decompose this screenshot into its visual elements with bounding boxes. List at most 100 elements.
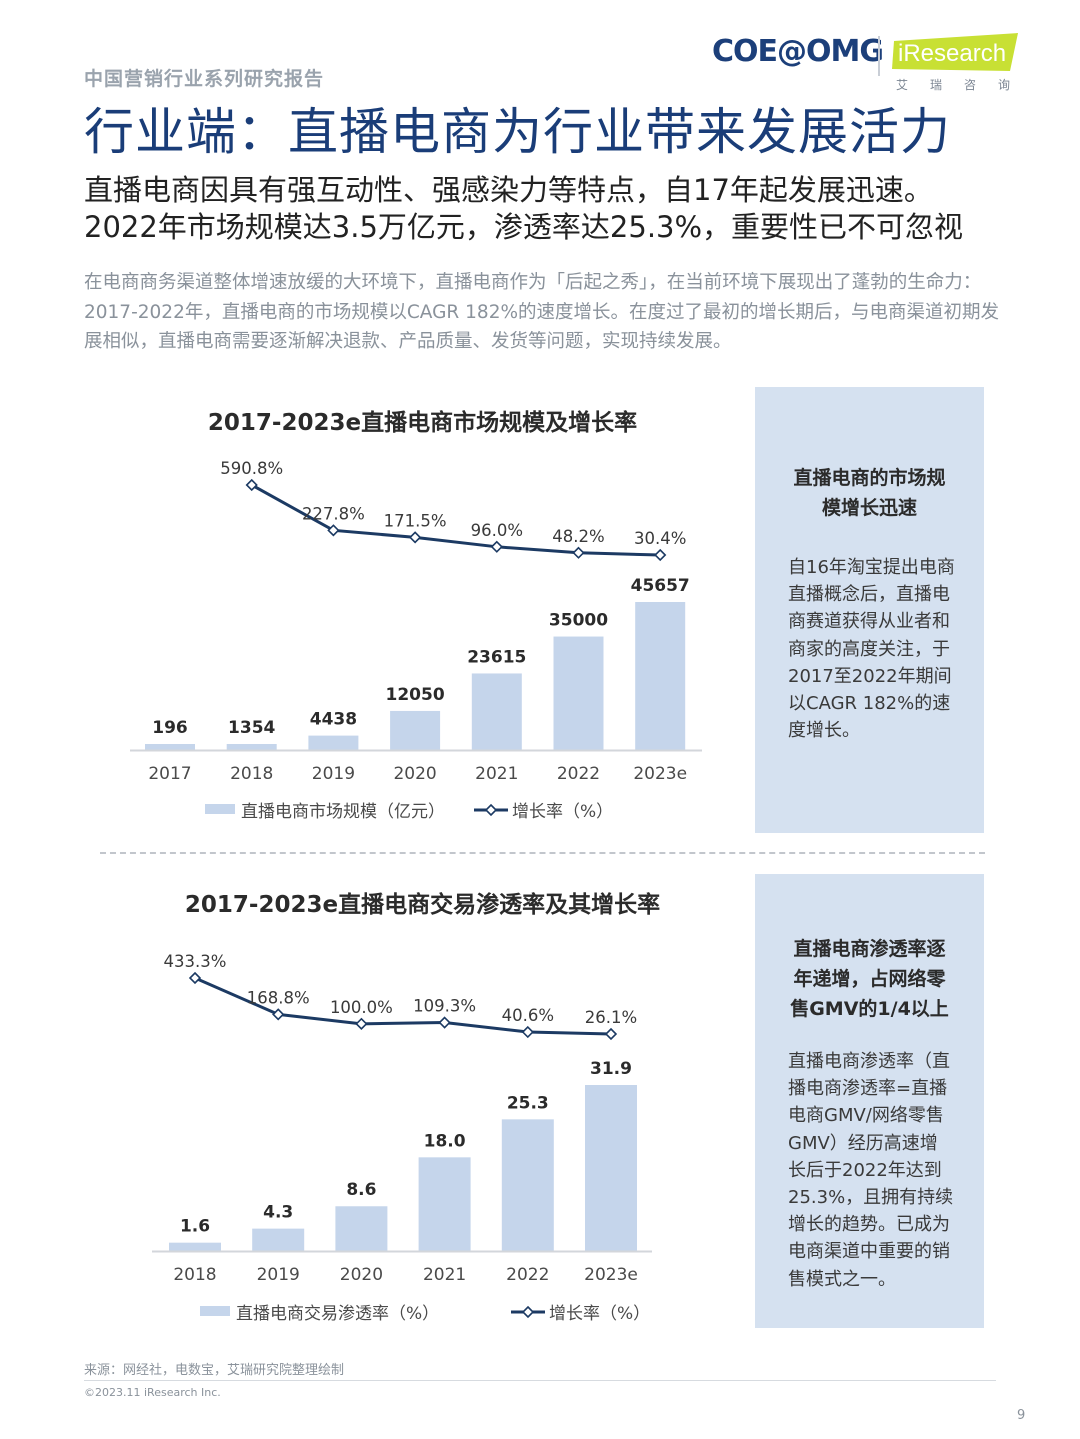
legend-bar-swatch bbox=[200, 1306, 230, 1316]
headline: 直播电商因具有强互动性、强感染力等特点，自17年起发展迅速。 2022年市场规模… bbox=[84, 172, 1014, 246]
growth-rate-point bbox=[521, 1025, 534, 1039]
insight-box-2-body-line: GMV）经历高速增 bbox=[788, 1132, 938, 1154]
report-series-label: 中国营销行业系列研究报告 bbox=[84, 68, 325, 90]
chart-1-title: 2017-2023e直播电商市场规模及增长率 bbox=[207, 410, 638, 436]
source-note: 来源：网经社，电数宝，艾瑞研究院整理绘制 bbox=[84, 1363, 345, 1378]
insight-box-2-title: 直播电商渗透率逐 年递增，占网络零 售GMV的1/4以上 bbox=[755, 934, 984, 1024]
insight-box-2-body-line: 长后于2022年达到 bbox=[788, 1159, 942, 1181]
bar bbox=[252, 1228, 305, 1251]
insight-box-1-title-line: 模增长迅速 bbox=[821, 497, 917, 519]
insight-box-1-body-line: 商赛道获得从业者和 bbox=[788, 611, 950, 633]
insight-box-1-body-line: 以CAGR 182%的速 bbox=[788, 693, 951, 715]
insight-box-1-body-line: 自16年淘宝提出电商 bbox=[788, 557, 955, 578]
x-tick-label: 2019 bbox=[257, 1265, 300, 1285]
insight-box-2-body-line: 25.3%，且拥有持续 bbox=[788, 1187, 954, 1209]
section-divider bbox=[100, 852, 985, 854]
growth-rate-label: 109.3% bbox=[413, 997, 476, 1016]
growth-rate-label: 96.0% bbox=[471, 521, 523, 540]
x-tick-label: 2020 bbox=[340, 1265, 383, 1285]
bar bbox=[169, 1242, 221, 1251]
bar bbox=[501, 1119, 554, 1251]
insight-box-1-body: 自16年淘宝提出电商 直播概念后，直播电 商赛道获得从业者和 商家的高度关注，于… bbox=[788, 554, 978, 744]
growth-rate-label: 227.8% bbox=[302, 504, 365, 523]
growth-rate-point bbox=[272, 1008, 285, 1021]
growth-rate-point bbox=[188, 971, 202, 985]
bar-value-label: 31.9 bbox=[590, 1059, 632, 1079]
growth-rate-point bbox=[355, 1017, 368, 1030]
footer-divider bbox=[84, 1380, 996, 1381]
growth-rate-label: 171.5% bbox=[384, 511, 447, 530]
growth-rate-point bbox=[604, 1027, 618, 1041]
insight-box-1-title-line: 直播电商的市场规 bbox=[793, 467, 946, 489]
legend-bar-label: 直播电商市场规模（亿元） bbox=[241, 802, 445, 822]
copyright: ©2023.11 iResearch Inc. bbox=[84, 1386, 221, 1399]
x-tick-label: 2020 bbox=[393, 764, 436, 784]
bar bbox=[226, 744, 277, 750]
growth-rate-label: 590.8% bbox=[220, 459, 283, 478]
growth-rate-label: 30.4% bbox=[634, 529, 686, 548]
insight-box-2-body-line: 售模式之一。 bbox=[788, 1268, 896, 1290]
insight-box-penetration: 直播电商渗透率逐 年递增，占网络零 售GMV的1/4以上 直播电商渗透率（直 播… bbox=[755, 874, 984, 1328]
bar-value-label: 12050 bbox=[386, 685, 445, 705]
bar-value-label: 1354 bbox=[228, 718, 275, 738]
insight-box-1-body-line: 直播概念后，直播电 bbox=[788, 584, 950, 606]
logo-divider bbox=[878, 36, 880, 76]
insight-box-2-body: 直播电商渗透率（直 播电商渗透率=直播 电商GMV/网络零售 GMV）经历高速增… bbox=[788, 1048, 978, 1293]
legend-line-label: 增长率（%） bbox=[512, 802, 613, 822]
growth-rate-line bbox=[250, 483, 661, 557]
iresearch-logo: iResearch bbox=[892, 33, 1018, 71]
legend-line-label: 增长率（%） bbox=[549, 1304, 650, 1324]
insight-box-1-body-line: 商家的高度关注，于 bbox=[788, 638, 950, 660]
insight-box-2-body-line: 播电商渗透率=直播 bbox=[788, 1078, 948, 1100]
growth-rate-label: 26.1% bbox=[585, 1008, 637, 1027]
bar-value-label: 4438 bbox=[310, 710, 357, 730]
x-tick-label: 2018 bbox=[173, 1265, 216, 1285]
growth-rate-point bbox=[654, 548, 667, 562]
growth-rate-label: 40.6% bbox=[502, 1006, 554, 1025]
growth-rate-point bbox=[245, 478, 258, 492]
growth-rate-label: 168.8% bbox=[247, 988, 310, 1007]
growth-rate-label: 433.3% bbox=[164, 952, 227, 971]
insight-box-1-body-line: 2017至2022年期间 bbox=[788, 665, 952, 687]
bar bbox=[471, 673, 522, 750]
x-tick-label: 2017 bbox=[148, 764, 191, 784]
insight-box-2-title-line: 年递增，占网络零 bbox=[793, 968, 946, 990]
insight-box-market-size: 直播电商的市场规 模增长迅速 自16年淘宝提出电商 直播概念后，直播电 商赛道获… bbox=[755, 387, 984, 833]
bar bbox=[335, 1206, 388, 1251]
chart-2-title: 2017-2023e直播电商交易渗透率及其增长率 bbox=[184, 892, 661, 918]
x-tick-label: 2022 bbox=[557, 764, 600, 784]
x-tick-label: 2021 bbox=[475, 764, 518, 784]
bar-value-label: 18.0 bbox=[424, 1131, 466, 1151]
page-title: 行业端：直播电商为行业带来发展活力 bbox=[84, 103, 951, 161]
bar-value-label: 4.3 bbox=[263, 1203, 293, 1223]
bar bbox=[418, 1157, 471, 1251]
bar-value-label: 8.6 bbox=[346, 1180, 376, 1200]
growth-rate-label: 48.2% bbox=[552, 527, 604, 546]
bar bbox=[553, 636, 604, 750]
bar-value-label: 1.6 bbox=[180, 1217, 210, 1237]
bar bbox=[390, 710, 441, 750]
insight-box-2-title-line: 直播电商渗透率逐 bbox=[793, 938, 946, 960]
growth-rate-point bbox=[572, 546, 585, 559]
x-tick-label: 2018 bbox=[230, 764, 273, 784]
growth-rate-point bbox=[490, 540, 503, 553]
insight-box-1-title: 直播电商的市场规 模增长迅速 bbox=[755, 463, 984, 523]
growth-rate-line bbox=[194, 976, 612, 1036]
growth-rate-point bbox=[327, 524, 340, 537]
bar bbox=[308, 735, 359, 750]
x-tick-label: 2023e bbox=[633, 764, 687, 784]
legend-bar-swatch bbox=[205, 804, 235, 814]
x-tick-label: 2023e bbox=[584, 1265, 638, 1285]
page-number: 9 bbox=[1017, 1408, 1026, 1423]
growth-rate-point bbox=[408, 531, 422, 544]
intro-paragraph: 在电商商务渠道整体增速放缓的大环境下，直播电商作为「后起之秀」，在当前环境下展现… bbox=[84, 272, 1000, 352]
growth-rate-label: 100.0% bbox=[330, 998, 393, 1017]
insight-box-2-body-line: 电商渠道中重要的销 bbox=[788, 1241, 950, 1263]
x-tick-label: 2019 bbox=[312, 764, 355, 784]
legend-line-marker bbox=[484, 803, 498, 817]
headline-line-1: 直播电商因具有强互动性、强感染力等特点，自17年起发展迅速。 bbox=[84, 173, 933, 207]
insight-box-1-body-line: 度增长。 bbox=[788, 720, 860, 742]
growth-rate-point bbox=[438, 1016, 451, 1029]
headline-line-2: 2022年市场规模达3.5万亿元，渗透率达25.3%，重要性已不可忽视 bbox=[84, 210, 964, 244]
